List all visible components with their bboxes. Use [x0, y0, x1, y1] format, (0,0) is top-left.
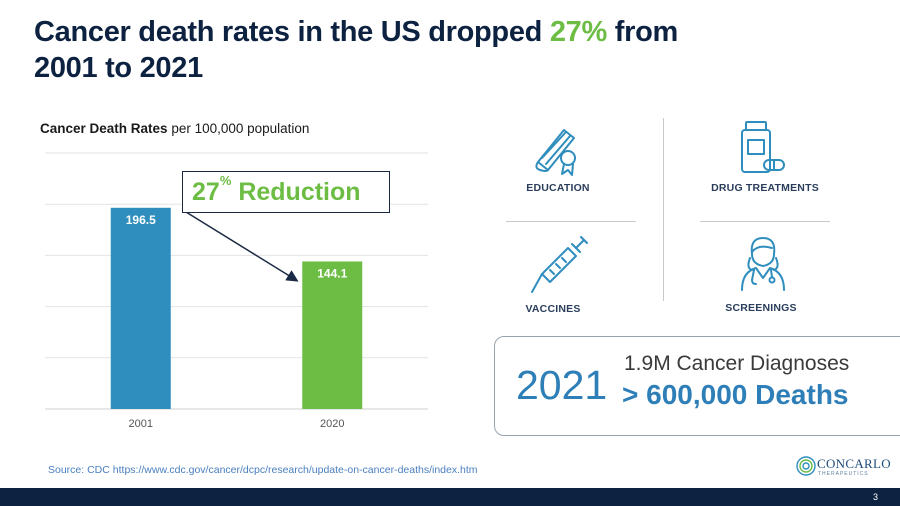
divider-right [700, 221, 830, 222]
tick-label-2001: 2001 [129, 418, 153, 430]
divider-left [506, 221, 636, 222]
stat-box [494, 336, 900, 436]
value-label-2020: 144.1 [317, 266, 347, 280]
logo-subtitle: THERAPEUTICS [818, 471, 869, 477]
drug-treatments-label: DRUG TREATMENTS [711, 182, 819, 194]
callout-text: Reduction [231, 178, 361, 206]
chart-title-rest: per 100,000 population [167, 121, 310, 136]
divider-vertical [663, 118, 664, 301]
pill-bottle-icon [741, 121, 785, 173]
callout-number: 27 [192, 178, 220, 206]
footer-bar [0, 488, 900, 506]
vaccines-label: VACCINES [525, 303, 581, 315]
callout-percent: % [219, 173, 232, 188]
tick-label-2020: 2020 [320, 418, 344, 430]
stat-year: 2021 [516, 362, 608, 408]
diploma-icon [535, 129, 576, 176]
value-label-2001: 196.5 [126, 213, 156, 227]
education-label: EDUCATION [526, 182, 590, 194]
slide-title: Cancer death rates in the US dropped 27%… [34, 14, 874, 86]
reduction-arrow [185, 211, 299, 282]
stat-diagnoses: 1.9M Cancer Diagnoses [624, 352, 850, 375]
title-line2: 2001 to 2021 [34, 52, 203, 84]
chart-title: Cancer Death Rates per 100,000 populatio… [40, 121, 309, 136]
logo-name: CONCARLO [817, 456, 891, 471]
reduction-callout: 27% Reduction [182, 171, 390, 213]
title-part2: from [607, 16, 679, 48]
syringe-icon [531, 236, 588, 293]
bar-2020 [302, 261, 363, 409]
title-highlight: 27% [549, 16, 607, 48]
chart-title-bold: Cancer Death Rates [40, 121, 168, 136]
page-number: 3 [872, 492, 878, 502]
doctor-icon [741, 237, 785, 291]
concarlo-logo-icon [796, 456, 816, 476]
screenings-label: SCREENINGS [725, 302, 797, 314]
bar-2001 [110, 207, 171, 409]
title-part1: Cancer death rates in the US dropped [34, 16, 550, 48]
stat-deaths: > 600,000 Deaths [622, 379, 849, 410]
source-citation: Source: CDC https://www.cdc.gov/cancer/d… [48, 464, 478, 476]
